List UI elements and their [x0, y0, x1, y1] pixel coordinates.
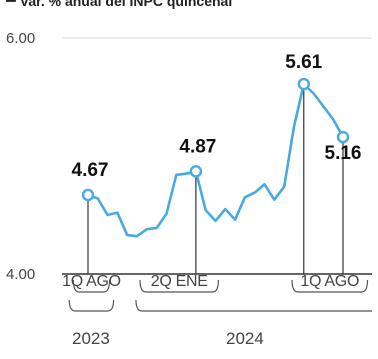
period-label: 1Q AGO [62, 273, 121, 290]
y-tick-label: 6.00 [6, 30, 35, 47]
highlight-marker [297, 77, 310, 91]
period-bracket [139, 279, 220, 293]
series-line [86, 82, 345, 238]
period-label: 1Q AGO [300, 273, 359, 290]
value-label: 4.87 [179, 136, 216, 157]
year-label: 2023 [72, 329, 110, 348]
highlight-marker [336, 130, 350, 144]
value-label: 5.61 [285, 52, 322, 73]
y-tick-label: 4.00 [6, 266, 35, 283]
period-bracket [72, 279, 111, 293]
period-label: 2Q ENE [151, 273, 208, 290]
year-bracket [135, 299, 372, 312]
value-label: 4.67 [72, 160, 109, 181]
year-label: 2024 [226, 329, 264, 348]
chart-title: ▀ Var. % anual del INPC quincenal [6, 0, 232, 9]
year-bracket [68, 299, 115, 312]
highlight-marker [189, 165, 203, 178]
value-label: 5.16 [325, 143, 362, 164]
period-bracket [291, 279, 369, 293]
highlight-marker [81, 188, 95, 202]
